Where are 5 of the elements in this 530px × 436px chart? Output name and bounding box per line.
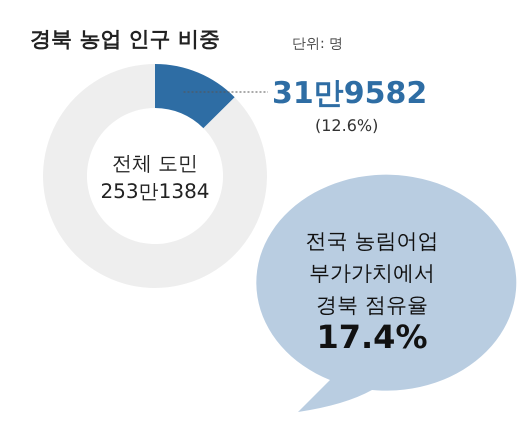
data-label: 31만9582 (12.6%) — [272, 76, 428, 135]
text: 전국 농림어업 부가가치에서 경북 점유율 17.4% — [306, 229, 438, 356]
chart-subtitle: 단위: 명 — [292, 36, 344, 52]
text: 전체 도민 253만1384 — [100, 151, 210, 203]
chart-title: 경북 농업 인구 비중 — [30, 27, 220, 51]
